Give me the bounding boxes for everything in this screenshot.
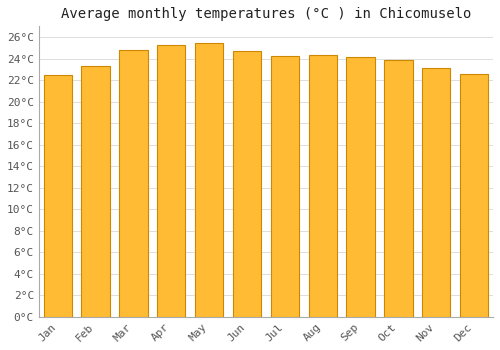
Bar: [44, 75, 72, 317]
Title: Average monthly temperatures (°C ) in Chicomuselo: Average monthly temperatures (°C ) in Ch…: [60, 7, 471, 21]
Bar: [270, 56, 299, 317]
Bar: [119, 50, 148, 317]
Bar: [422, 68, 450, 317]
Bar: [233, 51, 261, 317]
Bar: [157, 44, 186, 317]
Bar: [308, 55, 337, 317]
Bar: [384, 60, 412, 317]
Bar: [82, 66, 110, 317]
Bar: [460, 74, 488, 317]
Bar: [195, 43, 224, 317]
Bar: [346, 57, 375, 317]
